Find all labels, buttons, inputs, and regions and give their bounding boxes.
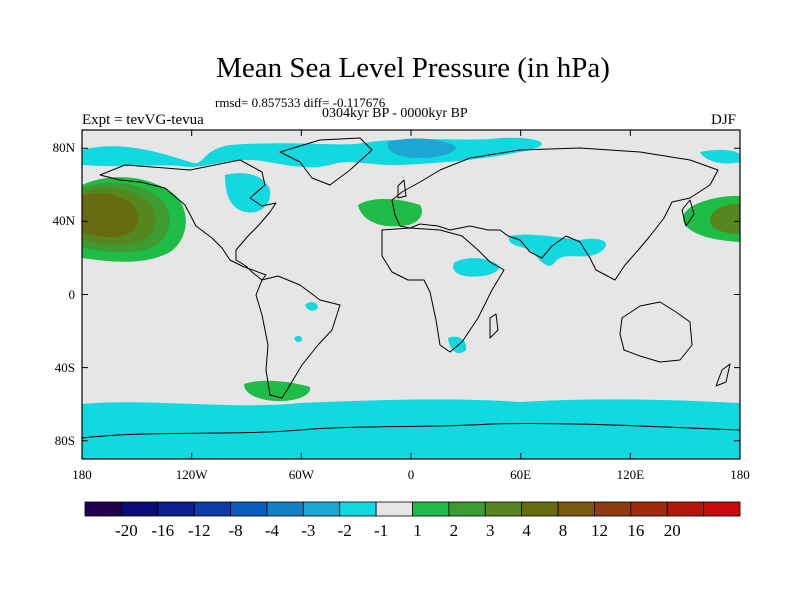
hudson-bay-low-region bbox=[225, 173, 271, 213]
lat-label: 40N bbox=[52, 213, 75, 229]
southeast-africa-low-region bbox=[448, 336, 467, 354]
west-pacific-high-3 bbox=[709, 203, 740, 234]
antarctica-coast bbox=[82, 422, 740, 439]
british-isles-coast bbox=[397, 179, 407, 199]
east-pacific-tropical-low-region bbox=[294, 335, 302, 343]
colorbar-swatch bbox=[448, 501, 486, 517]
lon-label: 180 bbox=[730, 467, 750, 482]
colorbar-swatch bbox=[375, 501, 413, 517]
colorbar-label: -16 bbox=[151, 521, 175, 540]
lat-label: 80N bbox=[52, 140, 75, 156]
arctic-deeper-low-region bbox=[387, 138, 456, 158]
colorbar-swatch bbox=[230, 501, 268, 517]
colorbar-swatch bbox=[412, 501, 450, 517]
negative-anomaly-regions bbox=[82, 137, 740, 459]
greenland-coast bbox=[279, 137, 373, 186]
colorbar-label: 4 bbox=[522, 521, 531, 540]
season-label: DJF bbox=[711, 112, 737, 128]
lat-label: 80S bbox=[54, 432, 75, 448]
colorbar-label: -1 bbox=[374, 521, 389, 540]
southern-ocean-low-region bbox=[82, 399, 740, 459]
south-america-high-region bbox=[244, 380, 311, 402]
colorbar-label: 3 bbox=[486, 521, 495, 540]
colorbar-swatch bbox=[339, 501, 377, 517]
lon-label: 60E bbox=[510, 467, 532, 482]
lat-label: 0 bbox=[68, 286, 76, 302]
australia-coast bbox=[619, 301, 693, 363]
map-ticks bbox=[81, 130, 741, 459]
east-pacific-low-region bbox=[700, 149, 740, 164]
colorbar bbox=[84, 501, 741, 517]
lon-label: 120E bbox=[616, 467, 645, 482]
colorbar-swatch bbox=[703, 501, 741, 517]
south-america-coast bbox=[255, 275, 341, 399]
brazil-low-region bbox=[305, 302, 318, 311]
colorbar-label: -3 bbox=[301, 521, 316, 540]
japan-coast bbox=[681, 199, 695, 227]
colorbar-label: 20 bbox=[663, 521, 681, 540]
madagascar-coast bbox=[489, 313, 499, 339]
colorbar-label: 12 bbox=[590, 521, 608, 540]
lon-label: 120W bbox=[175, 467, 208, 482]
colorbar-swatch bbox=[666, 501, 705, 517]
colorbar-swatch bbox=[302, 501, 341, 517]
colorbar-swatch bbox=[120, 501, 159, 517]
new-zealand-coast bbox=[715, 363, 731, 387]
colorbar-label: 16 bbox=[627, 521, 645, 540]
colorbar-label: -20 bbox=[115, 521, 138, 540]
colorbar-swatch bbox=[630, 501, 668, 517]
colorbar-swatch bbox=[266, 501, 304, 517]
colorbar-swatch bbox=[484, 501, 523, 517]
colorbar-swatch bbox=[521, 501, 559, 517]
colorbar-label: 2 bbox=[449, 521, 459, 540]
colorbar-swatch bbox=[193, 501, 231, 517]
mediterranean-high-region bbox=[358, 198, 422, 227]
north-america-coast bbox=[99, 159, 277, 281]
lon-label: 180 bbox=[72, 467, 92, 482]
positive-anomaly-regions bbox=[82, 177, 740, 402]
experiment-label: Expt = tevVG-tevua bbox=[82, 112, 204, 128]
colorbar-label: -4 bbox=[264, 521, 280, 540]
colorbar-swatch bbox=[557, 501, 595, 517]
page-title: Mean Sea Level Pressure (in hPa) bbox=[216, 52, 610, 84]
arabian-low-region bbox=[509, 234, 607, 266]
lat-label: 40S bbox=[54, 359, 75, 375]
africa-low-region bbox=[453, 258, 500, 277]
north-pacific-high-8 bbox=[82, 193, 139, 238]
lon-label: 60W bbox=[288, 467, 314, 482]
time-period-label: 0304kyr BP - 0000kyr BP bbox=[322, 106, 468, 121]
colorbar-swatch bbox=[84, 501, 122, 517]
eurasia-coast bbox=[391, 147, 719, 281]
colorbar-label: -2 bbox=[337, 521, 352, 540]
colorbar-label: 1 bbox=[413, 521, 422, 540]
colorbar-label: 8 bbox=[558, 521, 568, 540]
africa-coast bbox=[381, 227, 505, 353]
colorbar-label: -8 bbox=[228, 521, 243, 540]
coastlines bbox=[82, 137, 740, 439]
colorbar-swatch bbox=[157, 501, 195, 517]
colorbar-swatch bbox=[594, 501, 632, 517]
rmsd-diff-stats: rmsd= 0.857533 diff= -0.117676 bbox=[215, 95, 386, 110]
colorbar-label: -12 bbox=[187, 521, 211, 540]
lon-label: 0 bbox=[407, 467, 415, 482]
